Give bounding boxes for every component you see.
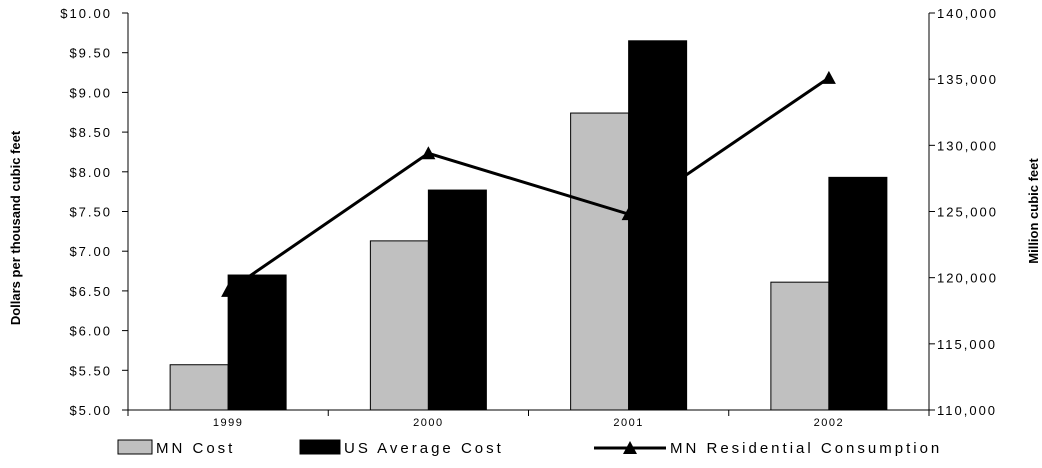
y-tick-label: $9.50 (69, 46, 112, 61)
mn-cost-bar (570, 112, 630, 411)
x-tick-label: 2000 (413, 417, 443, 429)
y2-tick-label: 135,000 (937, 72, 998, 87)
us-average-cost-bar (427, 189, 487, 411)
x-tick-label: 1999 (213, 417, 243, 429)
legend-label-mn-residential-consumption: MN Residential Consumption (670, 440, 942, 457)
y-tick-label: $7.00 (69, 244, 112, 259)
mn-cost-bar (369, 240, 429, 411)
legend-label-mn-cost: MN Cost (156, 440, 235, 457)
consumption-point (221, 283, 236, 297)
y-tick-label: $5.00 (69, 403, 112, 418)
y-tick-label: $6.00 (69, 324, 112, 339)
legend-swatch-mn-cost (117, 439, 153, 455)
y-tick-label: $5.50 (69, 363, 112, 378)
tick-labels: $5.00 $5.50 $6.00 $6.50 $7.00 $7.50 $8.00 $8.50… (60, 6, 998, 429)
consumption-point (621, 207, 636, 221)
y-tick-label: $7.50 (69, 205, 112, 220)
y2-tick-label: 130,000 (937, 138, 998, 153)
consumption-line (227, 76, 830, 293)
mn-cost-bar (770, 281, 830, 411)
line-series (221, 70, 836, 297)
y2-axis-title: Million cubic feet (1026, 158, 1041, 264)
legend-label-us-average-cost: US Average Cost (344, 440, 504, 457)
legend: MN Cost US Average Cost MN Residential Con… (117, 439, 942, 457)
legend-swatch-us-average-cost (299, 439, 341, 455)
x-tick-label: 2001 (613, 417, 643, 429)
y-tick-label: $8.00 (69, 165, 112, 180)
y2-tick-label: 125,000 (937, 205, 998, 220)
x-tick-label: 2002 (814, 417, 844, 429)
y2-tick-label: 115,000 (937, 337, 997, 352)
y-axis-title: Dollars per thousand cubic feet (8, 130, 23, 325)
consumption-point (821, 70, 836, 84)
y-tick-label: $10.00 (60, 6, 112, 21)
y-tick-label: $6.50 (69, 284, 112, 299)
y2-tick-label: 110,000 (937, 403, 997, 418)
consumption-point (421, 146, 436, 160)
bars (169, 40, 888, 411)
us-average-cost-bar (828, 176, 888, 411)
legend-swatch-triangle-icon (623, 441, 637, 454)
mn-cost-bar (169, 364, 229, 411)
us-average-cost-bar (227, 274, 287, 411)
y-tick-label: $9.00 (69, 85, 112, 100)
y2-tick-label: 140,000 (937, 6, 998, 21)
y-tick-label: $8.50 (69, 125, 112, 140)
us-average-cost-bar (628, 40, 688, 411)
y2-tick-label: 120,000 (937, 271, 998, 286)
